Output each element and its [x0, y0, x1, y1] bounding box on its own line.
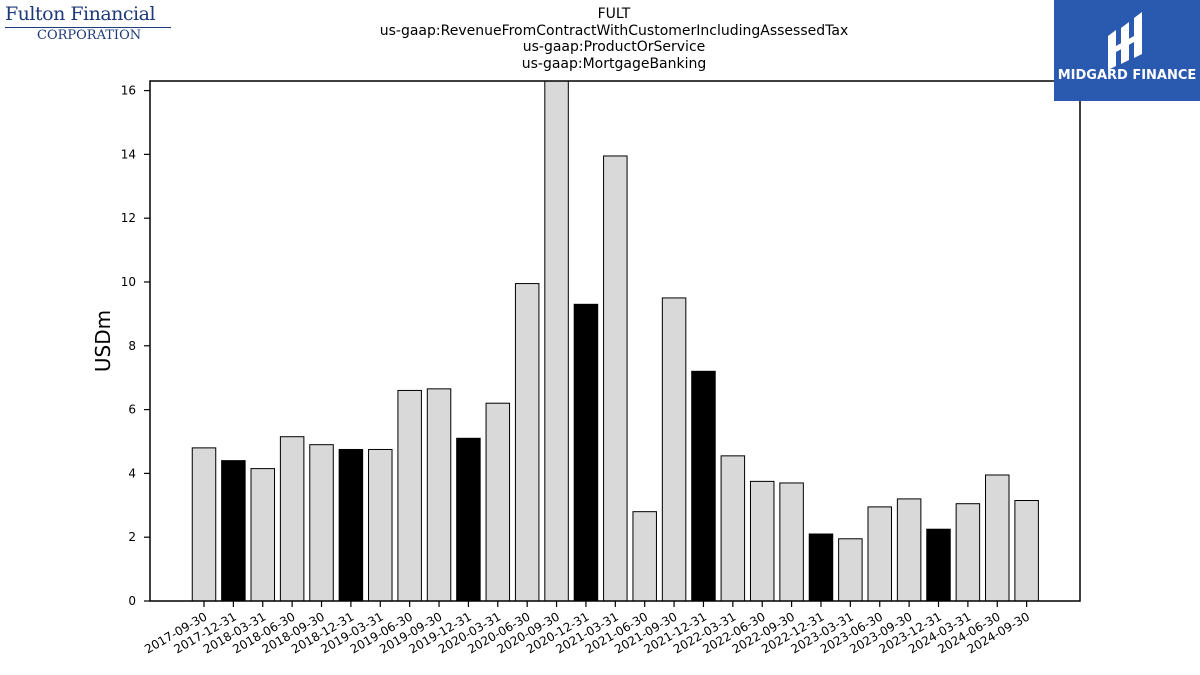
bar-2024-09-30 — [1014, 500, 1039, 601]
bar-2020-03-31 — [485, 402, 511, 601]
title-line-1: FULT — [597, 6, 631, 22]
y-tick-label-4: 4 — [128, 466, 136, 480]
y-tick-label-8: 8 — [128, 339, 136, 353]
bar-2023-12-31 — [926, 528, 951, 601]
bar-2021-06-30 — [632, 511, 657, 601]
y-tick-label-12: 12 — [121, 211, 136, 225]
bar-2021-12-31 — [691, 370, 716, 601]
title-line-2: us-gaap:RevenueFromContractWithCustomerI… — [379, 22, 849, 39]
bar-2023-09-30 — [896, 498, 922, 601]
bar-2020-06-30 — [514, 283, 540, 601]
bar-2022-03-31 — [720, 455, 746, 601]
y-tick-label-10: 10 — [121, 275, 136, 289]
y-tick-label-14: 14 — [121, 147, 136, 161]
bar-2024-06-30 — [985, 474, 1010, 601]
bar-2018-06-30 — [279, 436, 305, 601]
bars-group — [191, 81, 1039, 601]
bar-2018-03-31 — [250, 468, 276, 601]
logo-brand-text: MIDGARD FINANCE — [1057, 68, 1197, 83]
bar-2020-12-31 — [573, 303, 599, 601]
bar-2021-03-31 — [603, 155, 628, 601]
logo-subtitle: CORPORATION — [37, 28, 142, 43]
y-axis-label: USDm — [91, 310, 115, 372]
logo-name: Fulton Financial — [5, 3, 156, 25]
bar-2022-06-30 — [749, 480, 775, 601]
bar-2019-09-30 — [426, 388, 452, 601]
bar-2019-06-30 — [397, 389, 422, 601]
fulton-financial-logo: Fulton Financial CORPORATION — [5, 3, 175, 45]
midgard-logo-icon — [1108, 12, 1142, 70]
y-tick-label-6: 6 — [128, 403, 136, 417]
bar-2020-09-30 — [544, 81, 569, 601]
bar-2023-06-30 — [867, 506, 892, 601]
y-tick-label-0: 0 — [128, 594, 136, 608]
bar-2022-12-31 — [808, 533, 834, 601]
bar-2018-12-31 — [338, 448, 364, 601]
bar-2019-12-31 — [456, 437, 481, 601]
title-line-3: us-gaap:ProductOrService — [522, 39, 706, 55]
midgard-finance-logo: MIDGARD FINANCE — [1054, 0, 1200, 101]
bar-2017-12-31 — [221, 460, 246, 601]
bar-2018-09-30 — [309, 444, 334, 601]
bar-2023-03-31 — [838, 538, 863, 601]
bar-2024-03-31 — [955, 503, 981, 601]
chart-title: FULT us-gaap:RevenueFromContractWithCust… — [364, 6, 864, 72]
bar-2017-09-30 — [191, 447, 217, 601]
bar-2019-03-31 — [368, 448, 393, 601]
y-tick-label-2: 2 — [128, 530, 136, 544]
logo-rule — [5, 27, 171, 28]
y-tick-label-16: 16 — [121, 84, 136, 98]
bar-2021-09-30 — [661, 297, 687, 601]
title-line-4: us-gaap:MortgageBanking — [521, 55, 707, 72]
bar-2022-09-30 — [779, 482, 804, 601]
